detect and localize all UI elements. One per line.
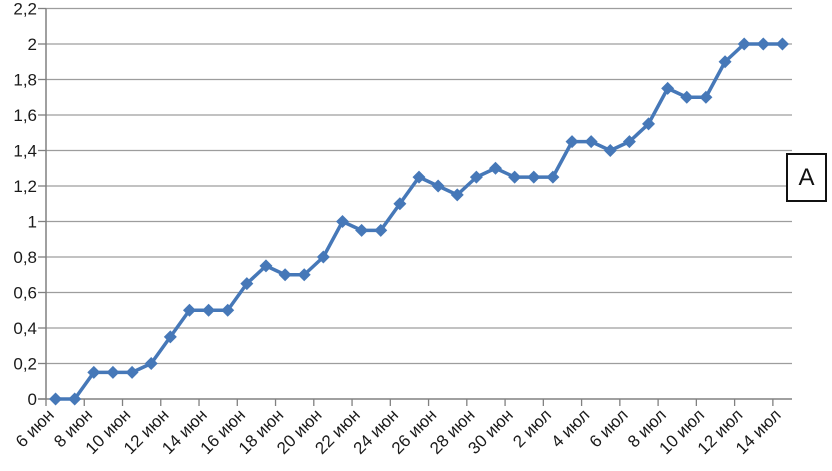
y-tick-label: 0,6 <box>13 284 37 303</box>
data-point-marker <box>68 392 82 406</box>
data-point-marker <box>374 223 388 237</box>
y-tick-label: 0 <box>28 390 37 409</box>
legend-series-label: А <box>798 163 815 191</box>
y-tick-label: 0,4 <box>13 319 37 338</box>
data-point-marker <box>202 303 216 317</box>
data-point-marker <box>259 259 273 273</box>
legend-box[interactable]: А <box>786 153 827 202</box>
data-point-marker <box>622 135 636 149</box>
data-point-marker <box>240 277 254 291</box>
data-point-marker <box>49 392 63 406</box>
data-point-marker <box>182 303 196 317</box>
data-point-marker <box>163 330 177 344</box>
data-point-marker <box>546 170 560 184</box>
data-point-marker <box>335 215 349 228</box>
data-point-marker <box>87 365 101 379</box>
data-point-marker <box>661 81 675 95</box>
data-point-marker <box>412 170 426 184</box>
y-tick-label: 1,6 <box>13 106 37 125</box>
data-point-marker <box>144 357 158 370</box>
data-point-marker <box>756 37 770 51</box>
data-point-marker <box>221 303 235 317</box>
data-point-marker <box>508 170 522 184</box>
data-point-marker <box>603 144 617 157</box>
y-tick-label: 2 <box>28 35 37 54</box>
x-tick-label: 6 июн <box>12 405 58 451</box>
y-axis-ticks <box>38 7 46 400</box>
data-point-marker <box>450 188 464 202</box>
data-point-marker <box>737 37 751 51</box>
data-point-marker <box>297 268 311 282</box>
data-point-marker <box>718 55 732 69</box>
data-point-marker <box>680 90 694 104</box>
data-point-marker <box>775 37 789 51</box>
y-tick-label: 1 <box>28 213 37 232</box>
y-tick-label: 1,8 <box>13 71 37 90</box>
data-point-marker <box>278 268 292 282</box>
y-tick-label: 0,2 <box>13 355 37 374</box>
y-axis-labels: 0 0,2 0,4 0,6 0,8 1 1,2 1,4 1,6 1,8 2 2,2 <box>13 0 37 409</box>
data-point-marker <box>469 170 483 184</box>
y-gridlines <box>46 7 792 365</box>
data-point-marker <box>125 365 139 379</box>
data-point-marker <box>355 223 369 237</box>
data-point-marker <box>565 135 579 149</box>
y-tick-label: 0,8 <box>13 248 37 267</box>
y-tick-label: 1,4 <box>13 142 37 161</box>
x-tick-label: 4 июл <box>547 405 593 451</box>
data-point-marker <box>393 197 407 211</box>
data-point-marker <box>642 117 656 131</box>
data-point-marker <box>699 90 713 104</box>
data-point-marker <box>316 250 330 264</box>
data-point-marker <box>584 135 598 149</box>
y-tick-label: 2,2 <box>13 0 37 19</box>
data-point-marker <box>431 179 445 193</box>
x-tick-label: 2 июл <box>509 405 555 451</box>
series-markers <box>49 37 789 406</box>
data-point-marker <box>106 365 120 379</box>
y-tick-label: 1,2 <box>13 177 37 196</box>
data-point-marker <box>527 170 541 184</box>
x-axis-ticks <box>45 399 774 406</box>
data-point-marker <box>489 161 503 175</box>
x-tick-label: 6 июл <box>586 405 632 451</box>
